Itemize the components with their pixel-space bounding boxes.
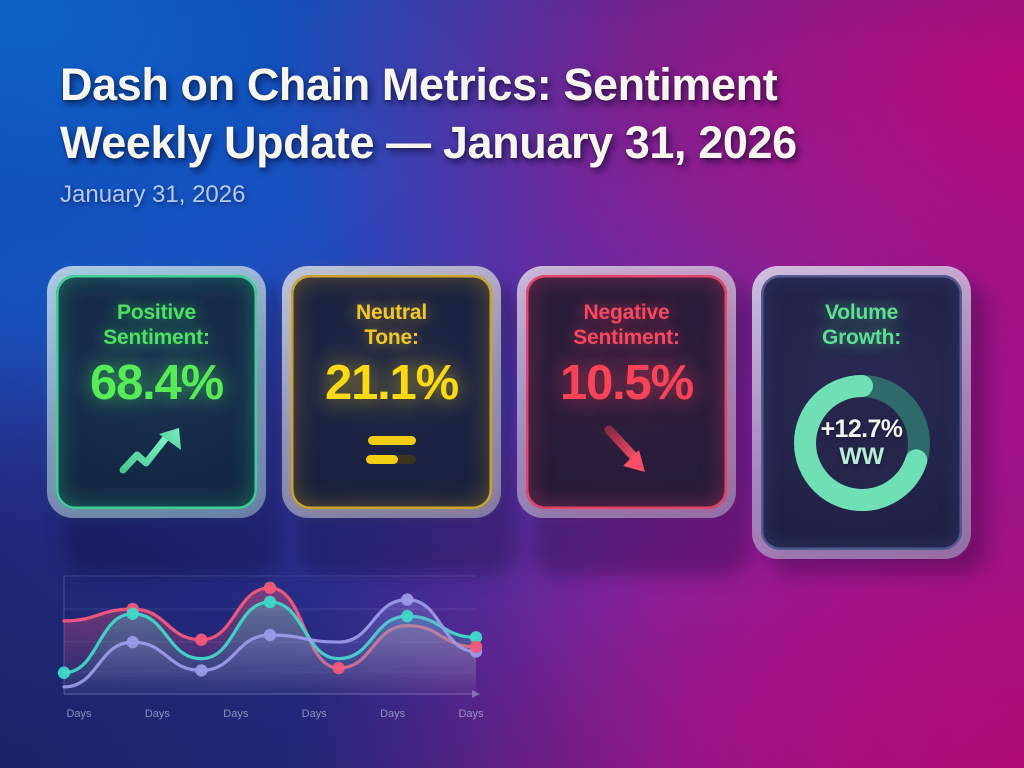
card-value-neutral-tone: 21.1% xyxy=(325,355,459,410)
card-value-negative-sentiment: 10.5% xyxy=(560,355,694,410)
metric-card-volume-growth[interactable]: Volume Growth: +12.7% WW xyxy=(752,266,971,559)
svg-text:Days: Days xyxy=(145,708,171,720)
header: Dash on Chain Metrics: Sentiment Weekly … xyxy=(60,56,940,209)
donut-value-volume-growth: +12.7% xyxy=(820,414,903,443)
card-label-negative-sentiment: Negative Sentiment: xyxy=(573,301,680,349)
svg-text:Days: Days xyxy=(302,708,328,720)
svg-text:Days: Days xyxy=(380,708,406,720)
trend-up-arrow-icon xyxy=(56,422,257,478)
sentiment-trend-chart: Days Days Days Days Days Days xyxy=(48,562,498,734)
donut-suffix-volume-growth: WW xyxy=(839,442,884,470)
card-label-neutral-tone: Neutral Tone: xyxy=(356,301,427,349)
metric-card-neutral-tone[interactable]: Neutral Tone: 21.1% xyxy=(282,266,501,559)
card-label-volume-growth: Volume Growth: xyxy=(821,301,902,349)
page-subtitle-date: January 31, 2026 xyxy=(60,181,246,209)
card-label-positive-sentiment: Positive Sentiment: xyxy=(103,301,210,349)
trend-down-arrow-icon xyxy=(526,422,727,478)
svg-text:Days: Days xyxy=(458,708,484,720)
metric-card-negative-sentiment[interactable]: Negative Sentiment: 10.5% xyxy=(517,266,736,559)
svg-text:Days: Days xyxy=(223,708,249,720)
chart-x-tick-labels: Days Days Days Days Days Days xyxy=(66,708,484,720)
donut-progress-icon: +12.7% WW xyxy=(786,367,938,519)
equals-flat-icon xyxy=(291,422,492,478)
chart-series-layer xyxy=(57,581,483,694)
card-value-positive-sentiment: 68.4% xyxy=(90,355,224,410)
metric-card-row: Positive Sentiment: 68.4% xyxy=(47,266,971,559)
page-title: Dash on Chain Metrics: Sentiment Weekly … xyxy=(60,59,797,168)
metric-card-positive-sentiment[interactable]: Positive Sentiment: 68.4% xyxy=(47,266,266,559)
svg-text:Days: Days xyxy=(66,708,92,720)
